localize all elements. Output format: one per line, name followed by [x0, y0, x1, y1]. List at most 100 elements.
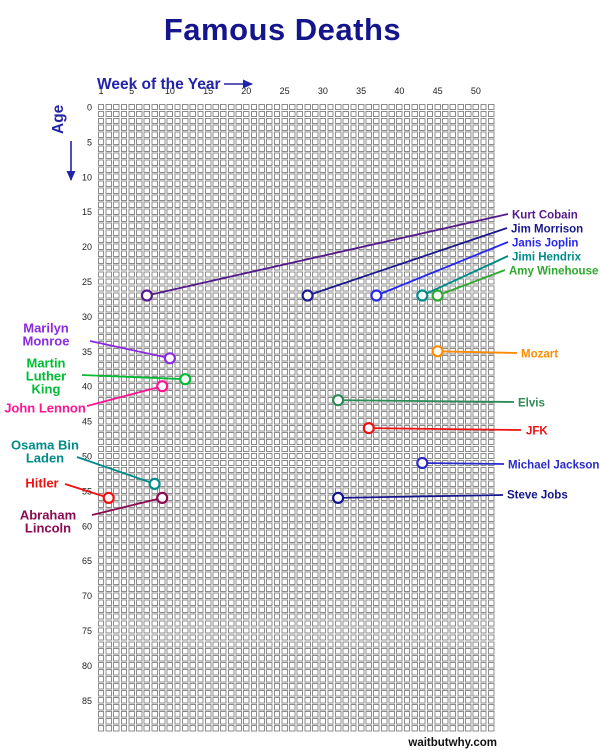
- week-cell: [465, 390, 472, 397]
- week-cell: [312, 627, 319, 634]
- week-cell: [342, 173, 350, 181]
- week-cell: [419, 585, 426, 592]
- week-cell: [136, 557, 143, 564]
- week-cell: [258, 620, 265, 627]
- week-cell: [411, 536, 418, 543]
- week-cell: [243, 390, 250, 397]
- week-cell: [166, 662, 174, 669]
- week-cell: [304, 327, 311, 334]
- week-cell: [220, 250, 227, 257]
- week-cell: [143, 138, 151, 146]
- week-cell: [151, 201, 158, 208]
- week-cell: [289, 236, 296, 243]
- week-cell: [465, 397, 472, 404]
- week-cell: [182, 557, 189, 564]
- week-cell: [296, 376, 304, 383]
- week-cell: [105, 473, 112, 481]
- week-cell: [388, 278, 395, 285]
- week-cell: [434, 634, 441, 641]
- week-cell: [388, 634, 395, 641]
- week-cell: [189, 424, 197, 432]
- week-cell: [327, 522, 334, 529]
- week-cell: [97, 187, 105, 195]
- week-cell: [212, 152, 220, 160]
- week-cell: [212, 410, 220, 418]
- week-cell: [426, 641, 434, 648]
- week-cell: [197, 362, 204, 369]
- week-cell: [166, 341, 174, 348]
- week-cell: [411, 487, 418, 495]
- week-cell: [426, 201, 434, 208]
- week-cell: [365, 250, 373, 257]
- week-cell: [426, 634, 434, 641]
- week-cell: [97, 683, 105, 690]
- week-cell: [296, 452, 304, 460]
- week-cell: [243, 585, 250, 592]
- week-cell: [143, 194, 151, 201]
- week-cell: [465, 376, 472, 383]
- week-cell: [289, 620, 296, 627]
- week-cell: [273, 662, 281, 669]
- week-cell: [182, 313, 189, 320]
- week-cell: [227, 599, 235, 606]
- week-cell: [419, 669, 426, 676]
- week-cell: [212, 222, 220, 229]
- week-cell: [97, 417, 105, 425]
- week-cell: [113, 271, 120, 278]
- week-cell: [182, 536, 189, 543]
- week-cell: [304, 501, 311, 509]
- week-cell: [304, 676, 311, 683]
- week-cell: [373, 704, 380, 711]
- week-cell: [128, 417, 135, 425]
- week-cell: [212, 236, 220, 243]
- week-cell: [449, 320, 457, 327]
- week-cell: [289, 473, 296, 481]
- week-cell: [289, 292, 296, 299]
- week-cell: [327, 292, 334, 299]
- week-cell: [151, 571, 158, 578]
- week-cell: [281, 613, 288, 620]
- week-cell: [227, 452, 235, 460]
- week-cell: [457, 159, 464, 167]
- week-cell: [289, 222, 296, 229]
- week-cell: [113, 159, 120, 167]
- week-cell: [120, 117, 128, 125]
- week-cell: [143, 634, 151, 641]
- week-cell: [472, 369, 480, 376]
- week-cell: [388, 564, 395, 571]
- week-cell: [365, 110, 373, 118]
- week-cell: [189, 704, 197, 711]
- week-cell: [304, 264, 311, 271]
- week-cell: [426, 410, 434, 418]
- week-cell: [120, 292, 128, 299]
- week-cell: [182, 725, 189, 732]
- week-cell: [250, 383, 258, 390]
- week-cell: [197, 390, 204, 397]
- week-cell: [258, 522, 265, 529]
- week-cell: [289, 327, 296, 334]
- week-cell: [243, 648, 250, 655]
- week-cell: [365, 459, 373, 467]
- week-cell: [357, 606, 365, 613]
- week-cell: [457, 662, 464, 669]
- week-cell: [273, 194, 281, 201]
- week-cell: [136, 655, 143, 662]
- week-cell: [304, 543, 311, 550]
- week-cell: [189, 194, 197, 201]
- week-cell: [319, 103, 327, 111]
- week-cell: [488, 397, 495, 404]
- week-cell: [113, 173, 120, 181]
- week-cell: [273, 243, 281, 250]
- week-cell: [350, 187, 357, 195]
- week-cell: [97, 529, 105, 536]
- week-cell: [357, 445, 365, 453]
- week-cell: [258, 543, 265, 550]
- week-cell: [273, 138, 281, 146]
- week-cell: [396, 543, 403, 550]
- week-cell: [113, 313, 120, 320]
- week-cell: [174, 557, 181, 564]
- week-cell: [250, 599, 258, 606]
- week-cell: [373, 376, 380, 383]
- week-cell: [189, 480, 197, 488]
- week-cell: [243, 313, 250, 320]
